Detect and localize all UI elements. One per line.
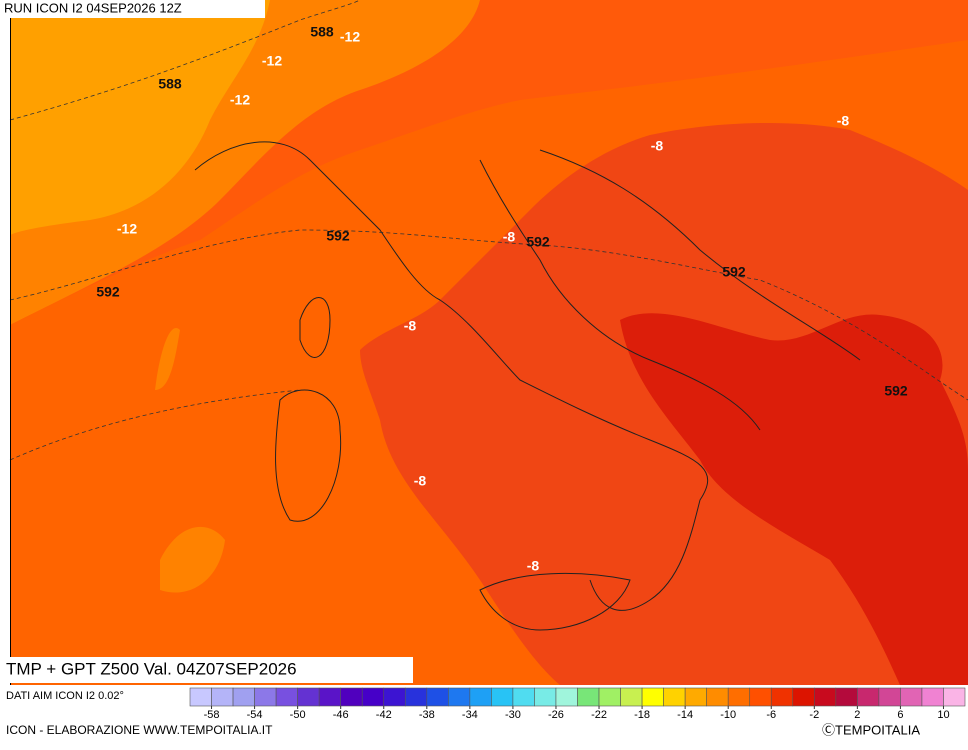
balkan-coast (539, 149, 861, 361)
temp-region (155, 328, 225, 593)
header-box (0, 0, 265, 18)
colorbar-swatch (577, 687, 600, 707)
contour-label: -8 (527, 558, 540, 574)
source-label: DATI AIM ICON I2 0.02° (6, 690, 124, 702)
colorbar-tick-label: 10 (937, 709, 949, 721)
contour-label: -8 (414, 473, 427, 489)
colorbar-swatch (598, 687, 621, 707)
colorbar-swatch (232, 687, 255, 707)
colorbar-swatch (900, 687, 923, 707)
colorbar-swatch (835, 687, 858, 707)
isohypse (9, 0, 361, 121)
colorbar-tick-label: -26 (548, 709, 564, 721)
colorbar-swatch (275, 687, 298, 707)
colorbar-swatch (749, 687, 772, 707)
contour-label: 588 (158, 76, 182, 92)
corsica (299, 297, 331, 358)
colorbar-swatch (426, 687, 449, 707)
coastline (194, 141, 709, 611)
colorbar-swatch (512, 687, 535, 707)
contour-label: 592 (96, 284, 120, 300)
sardinia (275, 389, 342, 522)
colorbar-tick-label: -2 (809, 709, 819, 721)
contour-label: -12 (230, 92, 250, 108)
colorbar-tick-label: -30 (505, 709, 521, 721)
colorbar-tick-label: 6 (897, 709, 903, 721)
title-box (0, 657, 413, 683)
colorbar-tick-label: -6 (766, 709, 776, 721)
colorbar-swatch (361, 687, 385, 707)
colorbar-swatch (727, 687, 751, 707)
contour-label: 592 (722, 264, 746, 280)
colorbar-tick-label: 2 (854, 709, 860, 721)
temp-region (10, 0, 270, 235)
colorbar-swatch (770, 687, 794, 707)
colorbar-swatch (684, 687, 707, 707)
colorbar-swatch (318, 687, 341, 707)
contour-label: -8 (651, 138, 664, 154)
colorbar-swatch (297, 687, 320, 707)
contour-label: -8 (503, 229, 516, 245)
colorbar-swatch (706, 687, 729, 707)
colorbar-swatch (469, 687, 492, 707)
contour-label: -12 (117, 221, 137, 237)
colorbar-tick-label: -50 (290, 709, 306, 721)
colorbar-swatch (340, 687, 363, 707)
colorbar-swatch (878, 687, 901, 707)
colorbar-swatch (792, 687, 815, 707)
isohypses (9, 0, 968, 461)
contour-label: 588 (310, 24, 334, 40)
isohypse (9, 229, 968, 401)
colorbar-tick-label: -34 (462, 709, 478, 721)
sicily (479, 572, 631, 631)
isohypse (9, 389, 301, 461)
colorbar-swatch (641, 687, 664, 707)
contour-label: 592 (526, 234, 550, 250)
colorbar-swatch (448, 687, 471, 707)
colorbar-tick-label: -14 (677, 709, 693, 721)
temp-region (620, 313, 968, 685)
colorbar: -58 -54 -50 -46 -42 -38 -34 -30 -26 -22 -18 -14 -10-… (189, 687, 966, 721)
colorbar-swatch (663, 687, 686, 707)
colorbar-swatch (189, 687, 212, 707)
coastlines (194, 141, 861, 631)
contour-label: -8 (837, 113, 850, 129)
colorbar-swatch (814, 687, 837, 707)
brand: ⒸTEMPOITALIA (822, 722, 920, 737)
colorbar-tick-label: -22 (591, 709, 607, 721)
colorbar-tick-label: -58 (204, 709, 220, 721)
contour-labels: 588 -12 -12 588 -12 -8 -8 -12 592 -8 592 592 592 -8 59… (96, 24, 908, 574)
colorbar-tick-label: -18 (634, 709, 650, 721)
colorbar-swatch (620, 687, 643, 707)
contour-label: 592 (884, 383, 908, 399)
colorbar-swatch (404, 687, 428, 707)
colorbar-swatch (211, 687, 234, 707)
colorbar-swatch (254, 687, 277, 707)
map (9, 0, 968, 685)
map-border (10, 0, 11, 685)
credit: ICON - ELABORAZIONE WWW.TEMPOITALIA.IT (6, 723, 273, 737)
colorbar-swatch (921, 687, 944, 707)
colorbar-swatch (491, 687, 514, 707)
run-label: RUN ICON I2 04SEP2026 12Z (4, 0, 182, 15)
contour-label: -12 (340, 29, 360, 45)
colorbar-swatch (383, 687, 406, 707)
colorbar-tick-label: -42 (376, 709, 392, 721)
contour-label: -8 (404, 318, 417, 334)
colorbar-tick-label: -38 (419, 709, 435, 721)
colorbar-tick-label: -10 (720, 709, 736, 721)
colorbar-swatch (534, 687, 557, 707)
coastline (479, 159, 761, 431)
colorbar-tick-label: -54 (247, 709, 263, 721)
contour-label: 592 (326, 228, 350, 244)
colorbar-swatch (857, 687, 880, 707)
colorbar-swatch (943, 687, 966, 707)
map-title: TMP + GPT Z500 Val. 04Z07SEP2026 (6, 659, 297, 678)
contour-label: -12 (262, 53, 282, 69)
colorbar-swatch (555, 687, 578, 707)
colorbar-tick-label: -46 (333, 709, 349, 721)
